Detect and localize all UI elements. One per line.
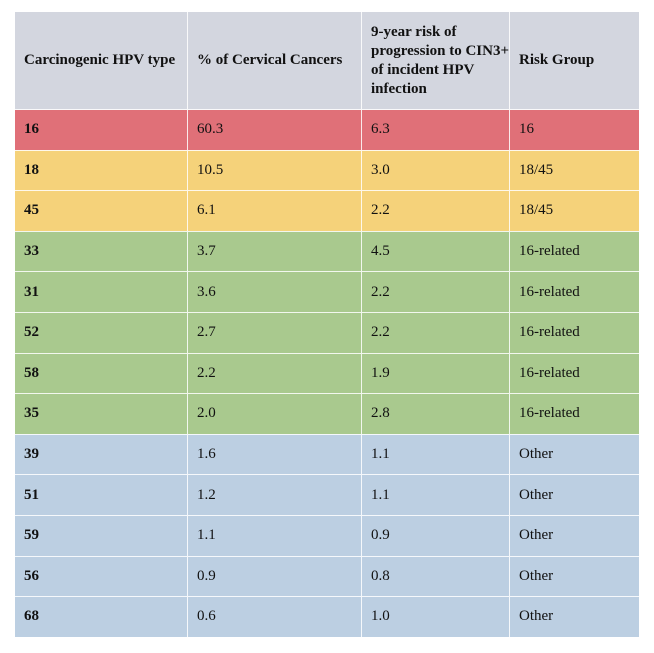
table-row: 45 6.1 2.2 18/45 <box>15 190 639 232</box>
cell-nine-year-risk: 0.8 <box>361 556 510 597</box>
cell-risk-group: 16-related <box>509 271 639 313</box>
cell-hpv-type: 59 <box>15 515 188 557</box>
cell-nine-year-risk: 1.1 <box>361 474 510 516</box>
table-row: 18 10.5 3.0 18/45 <box>15 150 639 191</box>
cell-hpv-type: 39 <box>15 434 188 475</box>
cell-pct-cervical-cancers: 0.9 <box>187 556 362 597</box>
cell-pct-cervical-cancers: 3.7 <box>187 231 362 272</box>
table-row: 58 2.2 1.9 16-related <box>15 353 639 394</box>
cell-nine-year-risk: 0.9 <box>361 515 510 557</box>
cell-risk-group: 18/45 <box>509 150 639 191</box>
hpv-risk-table: Carcinogenic HPV type % of Cervical Canc… <box>15 12 639 638</box>
cell-nine-year-risk: 2.8 <box>361 393 510 435</box>
cell-nine-year-risk: 1.9 <box>361 353 510 394</box>
table-row: 59 1.1 0.9 Other <box>15 515 639 557</box>
cell-pct-cervical-cancers: 3.6 <box>187 271 362 313</box>
cell-risk-group: 18/45 <box>509 190 639 232</box>
cell-hpv-type: 45 <box>15 190 188 232</box>
cell-pct-cervical-cancers: 1.6 <box>187 434 362 475</box>
header-risk-group: Risk Group <box>509 12 639 110</box>
cell-nine-year-risk: 2.2 <box>361 190 510 232</box>
cell-hpv-type: 52 <box>15 312 188 354</box>
table-row: 16 60.3 6.3 16 <box>15 109 639 151</box>
cell-hpv-type: 35 <box>15 393 188 435</box>
cell-risk-group: Other <box>509 596 639 638</box>
cell-risk-group: 16-related <box>509 353 639 394</box>
header-pct-cervical-cancers: % of Cervical Cancers <box>187 12 362 110</box>
cell-risk-group: 16-related <box>509 231 639 272</box>
cell-pct-cervical-cancers: 60.3 <box>187 109 362 151</box>
header-nine-year-risk: 9-year risk of progression to CIN3+ of i… <box>361 12 510 110</box>
cell-risk-group: 16-related <box>509 393 639 435</box>
table-row: 68 0.6 1.0 Other <box>15 596 639 638</box>
cell-nine-year-risk: 6.3 <box>361 109 510 151</box>
table-row: 33 3.7 4.5 16-related <box>15 231 639 272</box>
cell-hpv-type: 68 <box>15 596 188 638</box>
cell-pct-cervical-cancers: 10.5 <box>187 150 362 191</box>
cell-hpv-type: 16 <box>15 109 188 151</box>
cell-hpv-type: 51 <box>15 474 188 516</box>
header-hpv-type: Carcinogenic HPV type <box>15 12 188 110</box>
table-row: 35 2.0 2.8 16-related <box>15 393 639 435</box>
table-row: 51 1.2 1.1 Other <box>15 474 639 516</box>
cell-pct-cervical-cancers: 2.7 <box>187 312 362 354</box>
cell-hpv-type: 18 <box>15 150 188 191</box>
cell-hpv-type: 56 <box>15 556 188 597</box>
cell-pct-cervical-cancers: 6.1 <box>187 190 362 232</box>
cell-risk-group: Other <box>509 474 639 516</box>
cell-nine-year-risk: 3.0 <box>361 150 510 191</box>
cell-nine-year-risk: 1.1 <box>361 434 510 475</box>
cell-nine-year-risk: 1.0 <box>361 596 510 638</box>
cell-pct-cervical-cancers: 2.0 <box>187 393 362 435</box>
cell-risk-group: Other <box>509 556 639 597</box>
cell-pct-cervical-cancers: 2.2 <box>187 353 362 394</box>
table-row: 56 0.9 0.8 Other <box>15 556 639 597</box>
table-row: 52 2.7 2.2 16-related <box>15 312 639 354</box>
cell-risk-group: Other <box>509 434 639 475</box>
table-row: 39 1.6 1.1 Other <box>15 434 639 475</box>
cell-pct-cervical-cancers: 0.6 <box>187 596 362 638</box>
cell-risk-group: 16 <box>509 109 639 151</box>
cell-hpv-type: 33 <box>15 231 188 272</box>
cell-hpv-type: 58 <box>15 353 188 394</box>
cell-nine-year-risk: 4.5 <box>361 231 510 272</box>
cell-nine-year-risk: 2.2 <box>361 271 510 313</box>
cell-pct-cervical-cancers: 1.1 <box>187 515 362 557</box>
table-body: 16 60.3 6.3 16 18 10.5 3.0 18/45 45 6.1 2.2 18/45 33… <box>15 109 639 638</box>
cell-pct-cervical-cancers: 1.2 <box>187 474 362 516</box>
cell-nine-year-risk: 2.2 <box>361 312 510 354</box>
header-row: Carcinogenic HPV type % of Cervical Canc… <box>15 12 639 110</box>
cell-risk-group: Other <box>509 515 639 557</box>
table-row: 31 3.6 2.2 16-related <box>15 271 639 313</box>
cell-hpv-type: 31 <box>15 271 188 313</box>
cell-risk-group: 16-related <box>509 312 639 354</box>
